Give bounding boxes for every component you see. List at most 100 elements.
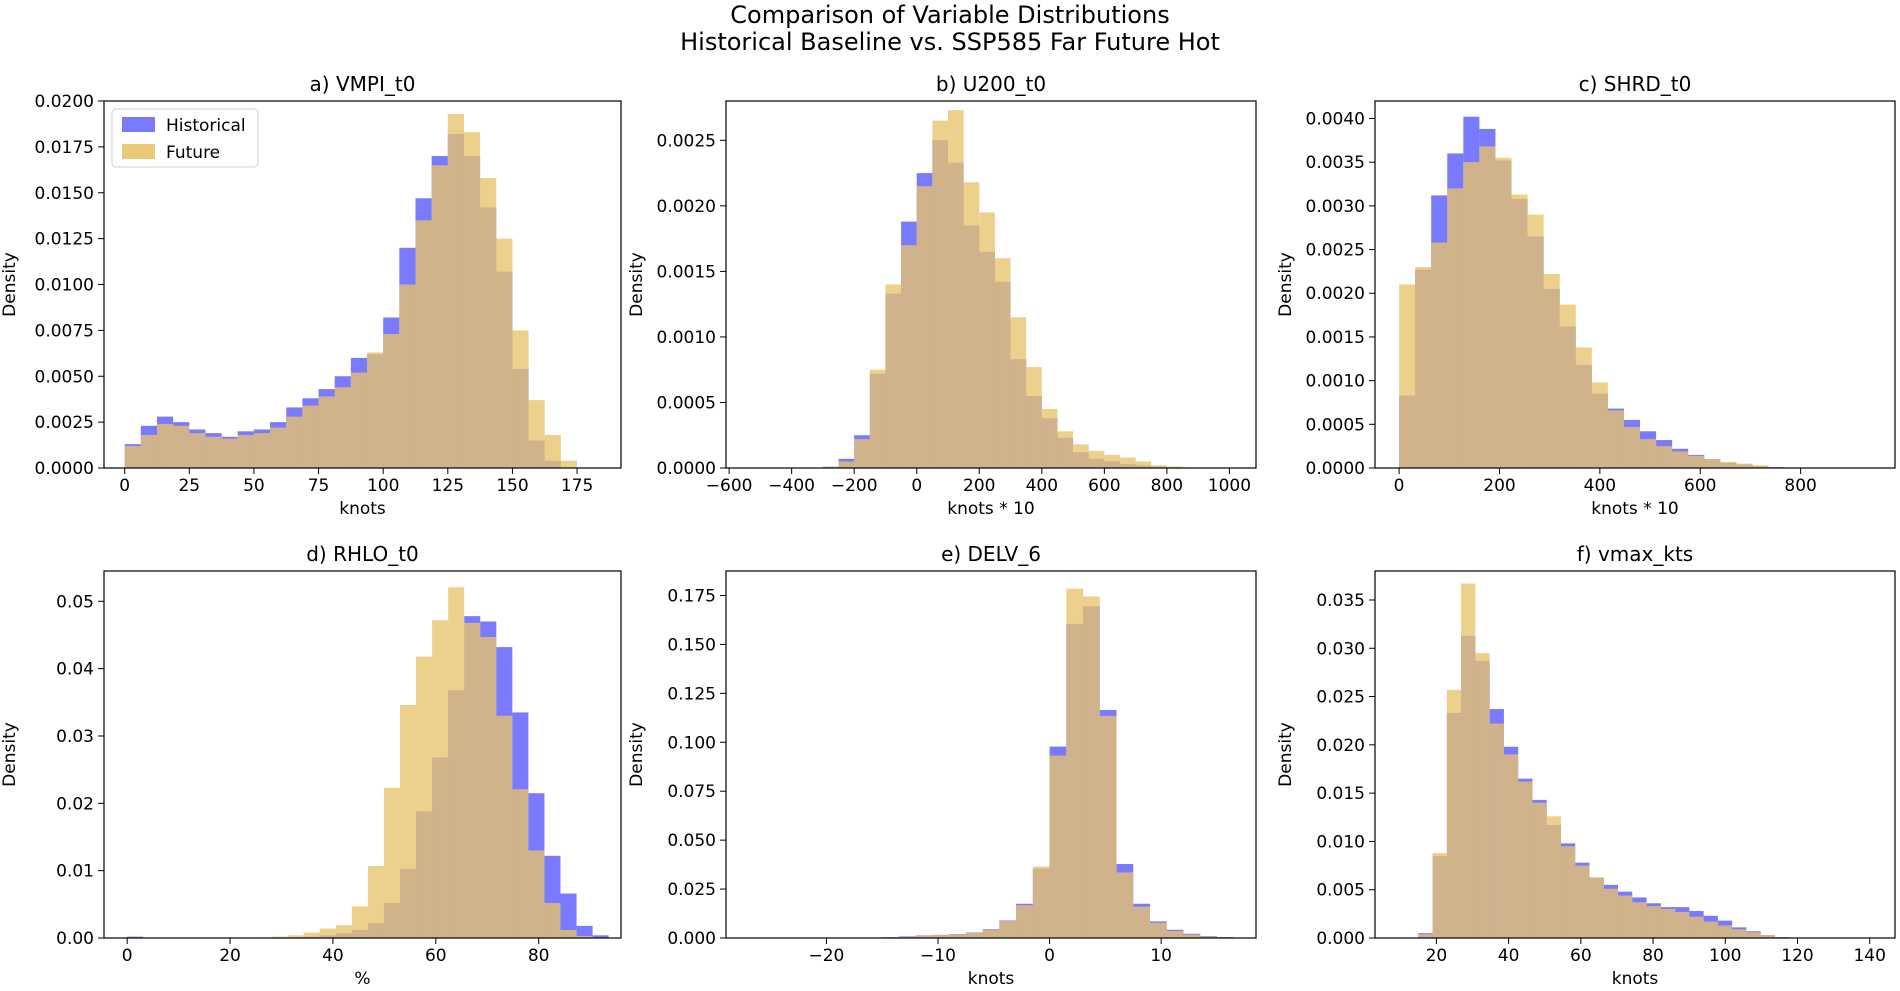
future-bar [822,466,839,468]
y-tick-label: 0.02 [56,794,94,814]
y-tick-label: 0.0015 [657,262,716,282]
future-bar [367,865,384,938]
x-tick-label: 80 [528,946,550,966]
y-tick-label: 0.020 [1316,736,1365,756]
future-bar [1689,916,1704,938]
future-bar [205,436,222,468]
future-bar [994,258,1011,468]
historical-bar [592,935,609,938]
y-tick-label: 0.100 [667,733,716,753]
future-bar [1183,934,1201,938]
x-tick-label: 600 [1684,476,1716,496]
x-tick-label: 1000 [1208,476,1251,496]
future-bar [885,284,902,468]
future-bar [431,165,448,468]
future-bar [1041,409,1058,468]
x-tick-label: −20 [808,946,844,966]
future-bar [271,936,288,938]
future-bar [1752,465,1769,468]
y-axis-label: Density [627,722,647,787]
future-bar [1016,905,1033,938]
future-bar [1150,922,1167,938]
future-bar [1646,906,1661,938]
future-bar [1732,929,1747,938]
x-tick-label: 0 [122,946,133,966]
future-bar [124,445,141,468]
bars-group [1399,116,1785,468]
y-tick-label: 0.0025 [657,131,716,151]
future-bar [253,433,271,468]
y-tick-label: 0.150 [667,635,716,655]
future-bar [303,932,320,938]
y-tick-label: 0.04 [56,660,94,680]
future-bar [1688,455,1705,468]
future-bar [1511,194,1528,468]
x-axis-label: knots [968,969,1015,989]
bars-group [1418,583,1790,938]
future-bar [1603,888,1619,938]
figure-suptitle-line1: Comparison of Variable Distributions [730,1,1170,29]
x-axis-label: knots * 10 [1591,499,1678,519]
panel-6: 20 40 60 80 100 120 140 0.000 0.005 0.010 0.015 0.0… [1276,542,1896,989]
future-bar [1675,911,1690,938]
future-bar [1660,909,1676,938]
y-tick-label: 0.0030 [1306,197,1365,217]
axes-frame [725,570,1257,939]
future-bar [1632,902,1647,938]
x-tick-label: 0 [1044,946,1055,966]
future-bar [1151,465,1167,468]
x-tick-label: 800 [1784,476,1816,496]
future-bar [480,178,497,468]
future-bar [334,387,351,468]
future-bar [932,120,949,468]
x-tick-label: 75 [308,476,330,496]
y-axis-label: Density [627,252,647,317]
x-tick-label: 40 [1498,946,1520,966]
panel-title: a) VMPI_t0 [310,72,416,96]
future-bar [1099,715,1117,938]
legend-future-swatch [122,144,155,159]
future-bar [979,212,995,468]
x-axis-label: knots [339,499,386,519]
x-tick-label: 125 [432,476,464,496]
y-tick-label: 0.015 [1316,784,1365,804]
future-bar [544,902,561,938]
y-tick-label: 0.0005 [657,393,716,413]
future-bar [1116,872,1134,938]
future-bar [1607,410,1624,468]
y-tick-label: 0.025 [667,880,716,900]
future-bar [1503,754,1519,938]
bars-group [127,587,609,938]
y-tick-label: 0.0075 [35,321,94,341]
x-tick-label: −600 [706,476,753,496]
y-tick-label: 0.0020 [1306,284,1365,304]
y-tick-label: 0.050 [667,831,716,851]
y-tick-label: 0.025 [1316,688,1365,708]
future-bar [1575,347,1592,468]
future-bar [869,369,886,468]
future-bar [1760,935,1775,938]
future-bar [270,427,287,468]
future-bar [1560,846,1576,938]
future-bar [1720,461,1737,468]
future-bar [932,935,950,938]
x-tick-label: 120 [1781,946,1813,966]
future-bar [1088,450,1105,468]
future-bar [1479,146,1496,468]
future-bar [1543,274,1560,468]
future-bar [1623,426,1641,468]
y-tick-label: 0.000 [1316,929,1365,949]
future-bar [156,423,174,468]
future-bar [528,400,545,468]
x-tick-label: 400 [1584,476,1616,496]
future-bar [915,935,933,938]
panel-4: 0 20 40 60 80 0.00 0.01 0.02 0.03 0.04 0.05 d) RHLO… [0,542,622,989]
future-bar [948,110,964,468]
axes-frame [1374,100,1896,469]
y-tick-label: 0.0175 [35,138,94,158]
future-bar [351,906,368,938]
y-tick-label: 0.0000 [1306,459,1365,479]
future-bar [1446,689,1462,938]
x-tick-label: 40 [322,946,344,966]
future-bar [512,330,529,468]
